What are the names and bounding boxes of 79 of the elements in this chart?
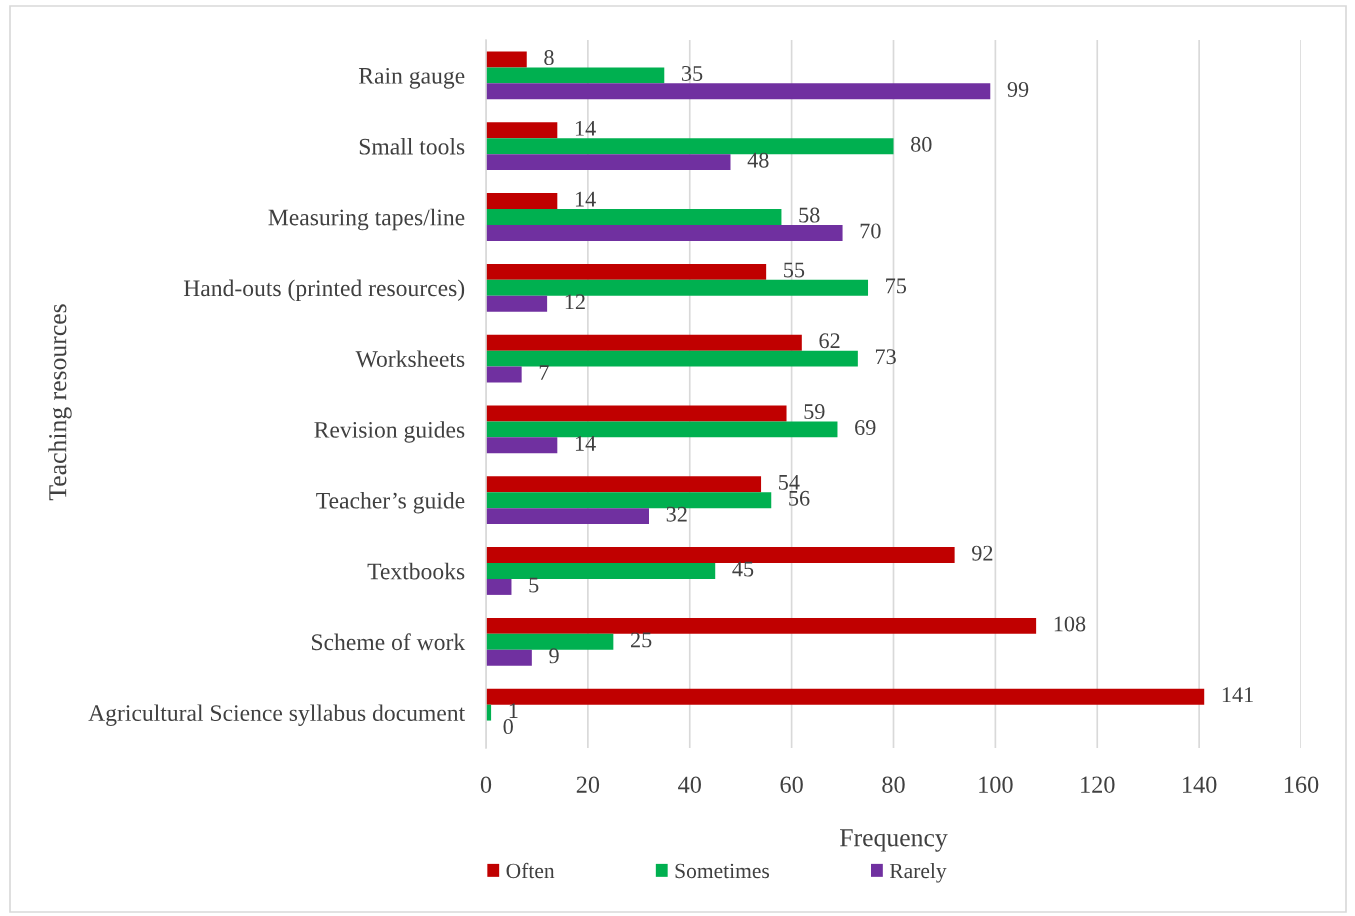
bar	[486, 193, 558, 210]
data-label: 92	[972, 545, 993, 561]
legend-label: Often	[506, 862, 555, 879]
y-tick-label: Scheme of work	[312, 633, 466, 651]
data-label: 62	[819, 333, 840, 349]
bar	[486, 421, 838, 438]
y-tick-label: Measuring tapes/line	[268, 208, 465, 231]
data-label: 55	[784, 262, 805, 278]
y-tick-label: Textbooks	[367, 562, 465, 580]
data-label: 69	[855, 420, 876, 435]
bar	[486, 617, 1037, 634]
data-label: 59	[804, 404, 825, 420]
x-tick-label: 100	[979, 776, 1013, 793]
data-label: 70	[860, 223, 881, 239]
bar	[486, 67, 665, 84]
bar	[486, 563, 716, 579]
bar	[486, 508, 649, 525]
x-tick-label: 20	[576, 776, 600, 793]
bar	[486, 279, 869, 296]
data-label: 80	[911, 136, 932, 152]
data-label: 5	[529, 577, 539, 593]
bar	[486, 51, 527, 68]
y-tick-label: Worksheets	[355, 350, 465, 368]
data-label: 75	[886, 278, 907, 294]
bar	[486, 476, 762, 493]
y-tick-label: Revision guides	[314, 421, 465, 443]
bar	[486, 633, 614, 650]
data-label: 56	[789, 490, 810, 506]
data-label: 25	[630, 632, 652, 648]
x-tick-label: 120	[1081, 776, 1115, 793]
data-label: 45	[732, 561, 754, 577]
bar	[486, 688, 1205, 705]
bar	[486, 405, 787, 422]
y-axis-title: Teaching resources	[48, 304, 72, 501]
bar	[486, 649, 532, 666]
bar	[486, 263, 767, 280]
data-label: 12	[565, 294, 585, 310]
data-label: 35	[682, 66, 703, 81]
data-label: 14	[575, 191, 596, 207]
legend-label: Rarely	[889, 863, 947, 883]
y-tick-label: Teacher’s guide	[316, 492, 465, 514]
data-label: 8	[544, 50, 554, 66]
data-label: 7	[539, 365, 549, 380]
data-label: 99	[1007, 81, 1029, 97]
y-tick-label: Rain gauge	[358, 67, 465, 89]
data-label: 141	[1222, 687, 1253, 703]
bar	[486, 366, 522, 383]
legend-label: Sometimes	[675, 863, 770, 879]
x-tick-label: 60	[780, 776, 803, 793]
data-label: 9	[549, 648, 559, 664]
data-label: 14	[575, 436, 596, 451]
bar	[486, 122, 558, 139]
bar	[486, 334, 802, 351]
x-tick-label: 40	[678, 776, 701, 793]
x-tick-label: 80	[882, 776, 905, 793]
y-tick-label: Hand-outs (printed resources)	[183, 279, 465, 302]
data-label: 73	[875, 349, 896, 365]
bar	[486, 578, 512, 595]
data-label: 32	[666, 506, 687, 522]
data-label: 108	[1054, 616, 1086, 632]
x-tick-label: 140	[1183, 776, 1217, 793]
data-label: 48	[747, 152, 769, 168]
bar	[486, 209, 782, 225]
data-label: 54	[779, 474, 800, 490]
data-label: 58	[799, 207, 820, 223]
data-label: 0	[503, 719, 513, 735]
data-label: 14	[575, 120, 596, 136]
x-tick-label: 160	[1284, 776, 1319, 793]
bar	[486, 224, 843, 241]
bar	[486, 154, 731, 171]
bar	[486, 437, 558, 454]
data-label: 1	[509, 703, 518, 718]
x-axis-title: Frequency	[840, 829, 948, 852]
y-tick-label: Agricultural Science syllabus document	[88, 704, 466, 726]
y-tick-label: Small tools	[359, 138, 465, 155]
bar	[486, 295, 548, 312]
bar	[486, 350, 858, 367]
bar	[486, 83, 991, 100]
x-tick-label: 0	[480, 776, 492, 793]
